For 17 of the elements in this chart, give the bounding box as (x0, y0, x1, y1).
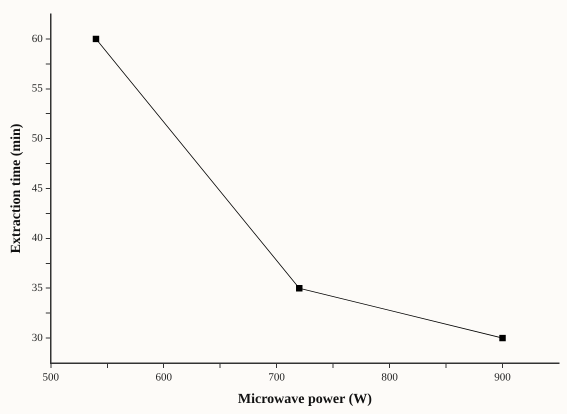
x-tick-label: 500 (42, 371, 60, 384)
x-tick-label: 900 (494, 371, 512, 384)
y-tick-label: 35 (32, 282, 44, 294)
y-tick-label: 50 (32, 132, 44, 145)
y-tick-label: 30 (32, 332, 44, 344)
y-axis-title: Extraction time (min) (9, 123, 24, 254)
x-axis-title: Microwave power (W) (238, 392, 372, 408)
y-tick-label: 60 (32, 32, 44, 45)
y-tick-label: 40 (32, 232, 44, 244)
x-tick-label: 700 (268, 371, 286, 384)
x-tick-label: 600 (155, 371, 172, 384)
x-tick-label: 800 (381, 371, 398, 384)
point (296, 284, 302, 292)
y-tick-label: 55 (32, 82, 44, 95)
point (499, 334, 506, 342)
point (92, 36, 100, 42)
y-tick-label: 45 (32, 182, 44, 194)
